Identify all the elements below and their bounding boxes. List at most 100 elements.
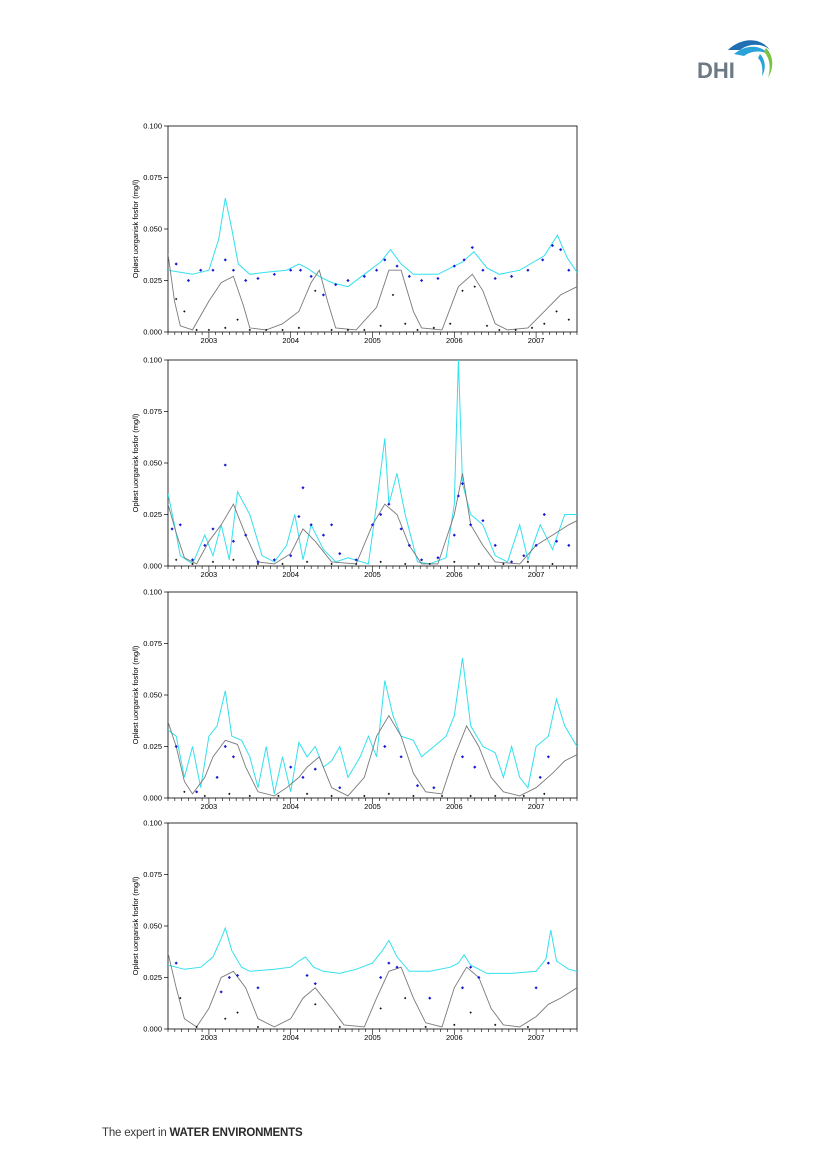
data-point-black	[277, 794, 280, 798]
data-point-black	[195, 328, 198, 332]
data-point-black	[305, 560, 309, 564]
data-point-blue	[370, 523, 375, 527]
x-tick-label: 2004	[282, 570, 299, 579]
data-point-black	[281, 328, 284, 332]
data-point-blue	[235, 973, 240, 978]
data-point-black	[314, 1003, 317, 1006]
data-point-blue	[362, 274, 366, 278]
data-point-blue	[199, 268, 203, 272]
data-point-blue	[481, 268, 485, 272]
x-tick-label: 2003	[201, 1033, 218, 1042]
chart-3: 0.000 0.025 0.050 0.075 0.100 Opløst uorganis…	[128, 588, 578, 814]
chart-4-svg: 0.000 0.025 0.050 0.075 0.100 Opløst uorganis…	[131, 819, 578, 1042]
data-point-black	[432, 326, 436, 330]
y-tick-label: 0.025	[143, 973, 162, 982]
y-axis-label: Opløst uorganisk fosfor (mg/l)	[131, 179, 140, 278]
series-line-cyan	[168, 657, 577, 795]
data-point-black	[211, 560, 215, 564]
y-tick-label: 0.100	[143, 122, 162, 131]
data-point-black	[174, 558, 178, 562]
data-point-blue	[334, 283, 338, 287]
data-point-black	[346, 328, 350, 332]
data-point-blue	[223, 463, 227, 467]
data-point-black	[183, 310, 186, 313]
data-point-black	[543, 792, 546, 796]
data-point-blue	[190, 558, 195, 562]
data-point-black	[461, 289, 464, 292]
data-point-black	[404, 562, 407, 566]
data-point-blue	[481, 519, 485, 523]
y-tick-label: 0.075	[143, 639, 162, 648]
data-point-blue	[178, 523, 182, 527]
chart-4: 0.000 0.025 0.050 0.075 0.100 Opløst uorganis…	[128, 819, 578, 1045]
data-point-blue	[244, 278, 248, 283]
data-point-blue	[289, 268, 293, 272]
data-point-blue	[542, 512, 546, 517]
data-point-black	[224, 326, 227, 330]
data-point-blue	[379, 512, 383, 517]
x-tick-label: 2007	[528, 1033, 545, 1042]
y-tick-label: 0.100	[143, 356, 162, 365]
dhi-logo: DHI	[694, 36, 776, 86]
data-point-black	[174, 297, 178, 301]
x-tick-label: 2004	[282, 336, 299, 345]
data-point-blue	[550, 243, 555, 248]
plot-frame	[167, 822, 578, 1030]
data-point-blue	[493, 276, 497, 281]
series-line-cyan	[168, 926, 577, 974]
x-tick-label: 2006	[446, 802, 463, 811]
data-point-black	[297, 326, 301, 330]
data-point-black	[387, 792, 391, 796]
data-point-blue	[436, 276, 440, 281]
chart-2-svg: 0.000 0.025 0.050 0.075 0.100 Opløst uorganis…	[131, 356, 578, 579]
x-tick-label: 2007	[528, 336, 545, 345]
y-tick-label: 0.050	[143, 225, 162, 234]
y-tick-label: 0.075	[143, 173, 162, 182]
data-point-black	[453, 1023, 456, 1027]
y-tick-label: 0.000	[143, 562, 162, 571]
data-point-black	[305, 792, 309, 796]
data-point-blue	[436, 556, 440, 560]
dhi-logo-text: DHI	[697, 58, 735, 83]
plot-frame	[167, 591, 578, 799]
data-point-blue	[387, 502, 391, 506]
data-point-blue	[223, 744, 227, 749]
dhi-logo-mark: DHI	[697, 40, 773, 83]
data-point-blue	[256, 276, 260, 281]
y-tick-label: 0.025	[143, 510, 162, 519]
data-point-black	[248, 794, 251, 798]
footer-tagline: The expert in WATER ENVIRONMENTS	[102, 1127, 303, 1139]
data-point-black	[330, 328, 333, 332]
x-tick-label: 2005	[364, 802, 381, 811]
data-point-black	[416, 328, 419, 332]
plot-series	[168, 926, 577, 1029]
y-axis-label: Opløst uorganisk fosfor (mg/l)	[131, 645, 140, 744]
series-line-grey	[168, 714, 577, 797]
x-tick-label: 2006	[446, 570, 463, 579]
data-point-black	[404, 322, 407, 325]
x-tick-label: 2003	[201, 802, 218, 811]
data-point-black	[391, 293, 395, 297]
y-axis-label: Opløst uorganisk fosfor (mg/l)	[131, 876, 140, 975]
x-tick-label: 2003	[201, 570, 218, 579]
data-point-blue	[419, 278, 424, 283]
data-point-black	[248, 328, 251, 332]
data-point-blue	[383, 258, 387, 262]
chart-1-svg: 0.000 0.025 0.050 0.075 0.100 Opløst uorganis…	[131, 122, 578, 345]
y-tick-label: 0.100	[143, 588, 162, 597]
tagline-light: The expert in	[102, 1127, 170, 1139]
tagline-bold: WATER ENVIRONMENTS	[169, 1127, 303, 1139]
data-point-blue	[534, 543, 538, 547]
data-point-blue	[526, 268, 530, 272]
data-point-blue	[186, 278, 191, 283]
data-point-black	[526, 560, 530, 564]
data-point-black	[314, 289, 317, 292]
data-point-black	[449, 322, 452, 325]
data-point-black	[530, 326, 534, 330]
y-tick-label: 0.050	[143, 459, 162, 468]
data-point-blue	[567, 268, 571, 272]
data-point-black	[363, 328, 366, 332]
data-point-blue	[227, 975, 231, 980]
data-point-black	[453, 560, 456, 564]
data-point-blue	[546, 755, 550, 759]
